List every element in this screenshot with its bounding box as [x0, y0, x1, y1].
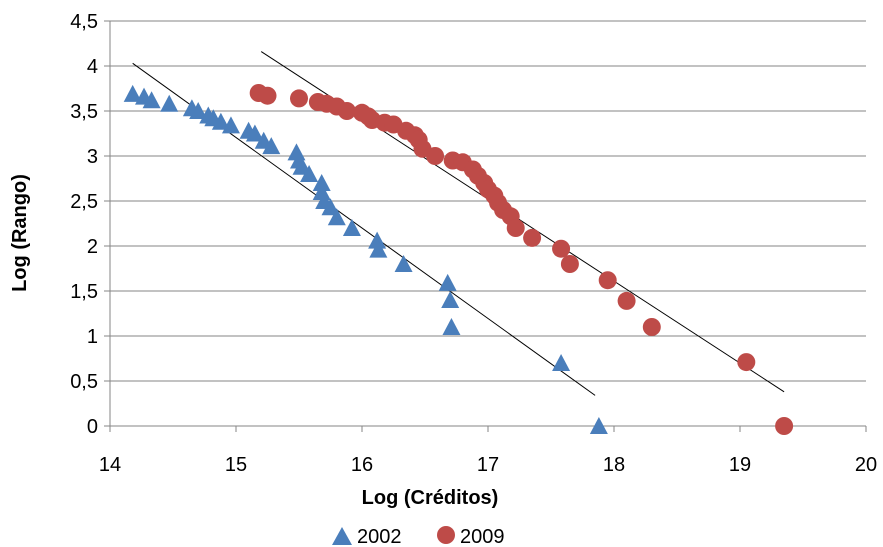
data-point-2002 [441, 291, 460, 308]
x-tick-label: 17 [477, 454, 499, 476]
data-point-2009 [426, 147, 445, 165]
data-point-2009 [560, 255, 579, 273]
data-point-2009 [506, 219, 525, 237]
y-tick-label: 0,5 [70, 371, 98, 393]
y-tick-label: 2,5 [70, 191, 98, 213]
y-tick-label: 0 [87, 416, 98, 438]
tick-labels: 0 0,5 1 1,5 2 2,5 3 3,5 4 4,5 14 15 16 17 18 19 20 [70, 11, 877, 476]
y-tick-label: 4,5 [70, 11, 98, 33]
y-tick-label: 1 [87, 326, 98, 348]
data-point-2002 [262, 137, 281, 155]
x-tick-label: 15 [225, 454, 247, 476]
data-point-2009 [552, 239, 571, 258]
data-point-2002 [160, 94, 179, 112]
x-tick-label: 20 [855, 454, 877, 476]
data-point-2002 [368, 231, 387, 249]
data-point-2009 [337, 102, 356, 120]
data-point-2002 [221, 116, 240, 134]
legend-label-2009: 2009 [460, 526, 505, 547]
y-tick-label: 3,5 [70, 101, 98, 123]
data-point-2009 [258, 86, 277, 105]
x-tick-label: 14 [99, 454, 121, 476]
data-point-2002 [123, 84, 142, 102]
data-points [123, 84, 794, 435]
legend-marker-2002 [332, 527, 352, 545]
y-tick-label: 2 [87, 236, 98, 258]
data-point-2002 [394, 255, 413, 272]
data-point-2009 [290, 89, 308, 108]
data-point-2009 [737, 353, 756, 372]
axes [104, 20, 867, 432]
legend-marker-2009 [437, 526, 455, 544]
data-point-2002 [300, 165, 319, 182]
data-point-2002 [327, 208, 346, 226]
y-tick-label: 3 [87, 146, 98, 168]
data-point-2009 [642, 318, 661, 336]
data-point-2002 [342, 219, 361, 236]
data-point-2009 [617, 291, 636, 310]
data-point-2002 [142, 91, 161, 109]
data-point-2002 [211, 112, 230, 130]
legend-label-2002: 2002 [357, 526, 402, 547]
data-point-2002 [189, 102, 208, 119]
data-point-2002 [442, 318, 461, 335]
data-point-2002 [245, 124, 264, 142]
data-point-2009 [775, 417, 794, 435]
y-tick-label: 1,5 [70, 281, 98, 303]
x-tick-label: 16 [351, 454, 373, 476]
data-point-2002 [312, 174, 331, 191]
data-point-2009 [598, 271, 617, 290]
data-point-2002 [369, 240, 388, 258]
x-tick-label: 19 [729, 454, 751, 476]
data-point-2002 [321, 198, 340, 216]
data-point-2002 [589, 417, 608, 434]
data-point-2002 [292, 157, 311, 175]
y-axis-title: Log (Rango) [9, 174, 31, 292]
x-axis-title: Log (Créditos) [362, 487, 499, 509]
data-point-2009 [523, 228, 542, 247]
data-point-2002 [552, 354, 571, 371]
x-tick-label: 18 [603, 454, 625, 476]
y-tick-label: 4 [87, 56, 98, 78]
trendlines [132, 51, 785, 396]
data-point-2002 [438, 273, 457, 291]
legend: 2002 2009 [332, 526, 505, 547]
